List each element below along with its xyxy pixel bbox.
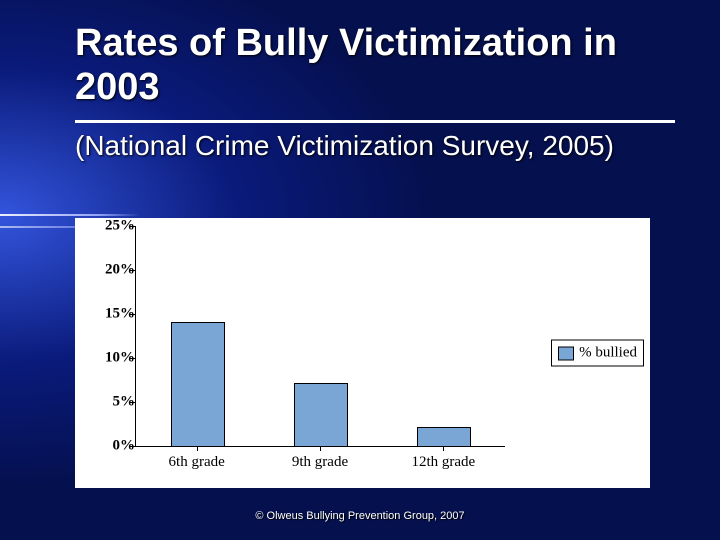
y-tick-mark: [130, 446, 135, 447]
bar: [417, 427, 471, 446]
page-subtitle: (National Crime Victimization Survey, 20…: [75, 128, 680, 163]
bar-chart: 0% 5% 10% 15% 20% 25% 6th grade 9th grade 12th …: [75, 218, 650, 488]
y-tick-label: 20%: [75, 262, 135, 279]
legend-label: % bullied: [579, 345, 637, 362]
page-title: Rates of Bully Victimization in 2003: [75, 22, 680, 109]
plot-area: [135, 226, 505, 446]
bar: [171, 322, 225, 446]
y-tick-label: 10%: [75, 350, 135, 367]
footer-copyright: © Olweus Bullying Prevention Group, 2007: [0, 510, 720, 522]
x-tick-label: 9th grade: [292, 454, 348, 471]
y-tick-label: 5%: [75, 394, 135, 411]
y-tick-mark: [130, 314, 135, 315]
x-tick-label: 12th grade: [411, 454, 475, 471]
y-tick-label: 0%: [75, 438, 135, 455]
title-underline: [75, 120, 675, 123]
slide: Rates of Bully Victimization in 2003 (Na…: [0, 0, 720, 540]
legend-swatch: [558, 346, 574, 360]
y-tick-mark: [130, 402, 135, 403]
x-tick-label: 6th grade: [169, 454, 225, 471]
y-tick-mark: [130, 226, 135, 227]
y-tick-mark: [130, 358, 135, 359]
y-tick-mark: [130, 270, 135, 271]
x-tick-mark: [197, 446, 198, 451]
y-tick-label: 15%: [75, 306, 135, 323]
legend: % bullied: [551, 340, 644, 367]
flare-line: [0, 214, 140, 216]
y-tick-label: 25%: [75, 218, 135, 235]
bar: [294, 383, 348, 446]
x-tick-mark: [443, 446, 444, 451]
x-tick-mark: [320, 446, 321, 451]
